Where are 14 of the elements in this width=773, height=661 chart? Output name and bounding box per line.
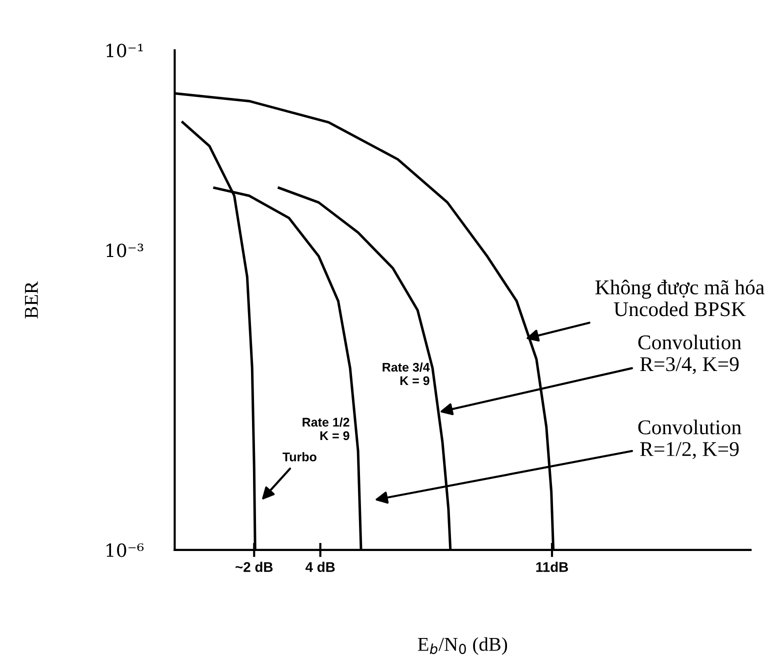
annotation: Không được mã hóa Uncoded BPSK xyxy=(595,280,764,316)
x-tick-label: 4 dB xyxy=(305,562,335,572)
x-tick-label: ~2 dB xyxy=(236,562,273,572)
annotation: Turbo xyxy=(282,452,316,462)
y-tick-label: 10⁻⁶ xyxy=(106,543,144,558)
x-axis-title: E$_{b}$/N$_{0}$ (dB) xyxy=(418,637,508,655)
y-tick-label: 10⁻¹ xyxy=(106,44,143,58)
annotation: Convolution R=1/2, K=9 xyxy=(638,420,742,460)
y-axis-title: BER xyxy=(25,281,38,318)
annotation: Rate 1/2 K = 9 xyxy=(302,417,350,440)
y-tick-label: 10⁻³ xyxy=(106,244,144,258)
annotation: Rate 3/4 K = 9 xyxy=(382,362,430,386)
x-tick-label: 11dB xyxy=(536,562,568,572)
annotation: Convolution R=3/4, K=9 xyxy=(638,334,742,374)
